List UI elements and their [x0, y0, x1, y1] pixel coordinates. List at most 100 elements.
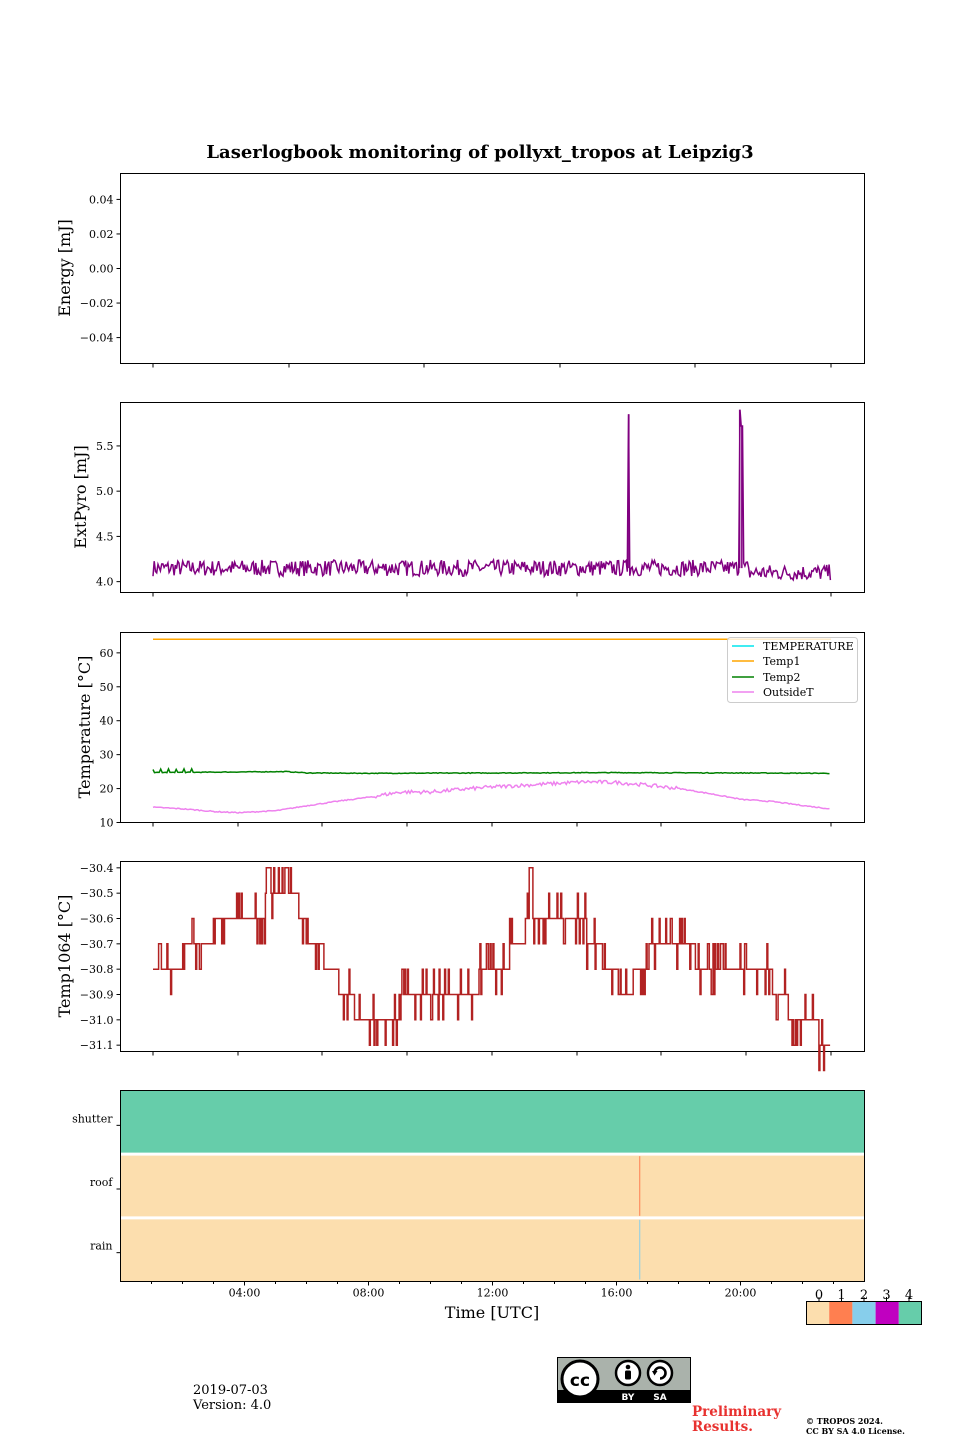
y-tick-label: 0.04	[89, 193, 114, 206]
energy-x-ticks	[152, 363, 832, 368]
y-tick-label: −30.5	[80, 887, 114, 900]
temperature-panel: 10 20 30 40 50 60 Temperature [°C] TEMPERATUR…	[75, 632, 865, 830]
temperature-legend: TEMPERATURE Temp1 Temp2 OutsideT	[727, 637, 858, 703]
y-tick-label: 4.0	[96, 576, 114, 589]
legend-label-temp1: Temp1	[763, 655, 800, 668]
colorbar-swatch-1	[829, 1301, 853, 1325]
y-tick-label: −30.4	[80, 862, 114, 875]
colorbar-label-1: 1	[837, 1288, 845, 1303]
y-tick-label: 4.5	[96, 530, 114, 543]
y-tick-label: −0.04	[80, 332, 114, 345]
x-axis-label: Time [UTC]	[445, 1303, 539, 1322]
x-tick-label: 16:00	[601, 1287, 633, 1300]
temperature-line-temp2	[152, 766, 830, 775]
extpyro-y-ticks: 4.0 4.5 5.0 5.5	[96, 440, 121, 589]
extpyro-panel: 4.0 4.5 5.0 5.5 ExtPyro [mJ]	[71, 402, 865, 597]
temp1064-y-label: Temp1064 [°C]	[55, 895, 74, 1018]
temperature-x-ticks	[152, 822, 832, 827]
x-tick-label: 08:00	[353, 1287, 385, 1300]
temperature-y-label: Temperature [°C]	[75, 656, 94, 799]
cc-icon	[560, 1359, 600, 1399]
energy-plot-area	[120, 173, 865, 364]
y-tick-label: 60	[100, 647, 114, 660]
legend-label-temperature: TEMPERATURE	[763, 640, 854, 653]
energy-y-label: Energy [mJ]	[55, 219, 74, 317]
status-x-ticks: 04:00 08:00 12:00 16:00 20:00	[151, 1281, 834, 1300]
y-tick-label: −30.6	[80, 913, 114, 926]
temp1064-panel: −30.4 −30.5 −30.6 −30.7 −30.8 −30.9 −31.0 −31.1…	[55, 861, 865, 1072]
figure-title: Laserlogbook monitoring of pollyxt_tropo…	[206, 142, 753, 163]
status-panel: shutter roof rain 04:00 08:00 12:00 16:00 20:0…	[72, 1090, 865, 1322]
temp1064-y-ticks: −30.4 −30.5 −30.6 −30.7 −30.8 −30.9 −31.0 −31.1	[80, 862, 121, 1052]
legend-label-outsidet: OutsideT	[763, 686, 814, 699]
colorbar-swatch-3	[875, 1301, 899, 1325]
status-row-label-shutter: shutter	[72, 1112, 113, 1125]
copyright-line-1: © TROPOS 2024.	[806, 1416, 883, 1426]
date-text: 2019-07-03	[193, 1383, 268, 1398]
y-tick-label: −30.7	[80, 938, 114, 951]
colorbar-label-2: 2	[860, 1288, 868, 1303]
y-tick-label: 0.02	[89, 228, 114, 241]
colorbar-swatch-0	[806, 1301, 830, 1325]
cc-label-by: BY	[622, 1393, 635, 1403]
x-tick-label: 04:00	[229, 1287, 261, 1300]
y-tick-label: 0.00	[89, 263, 114, 276]
y-tick-label: 50	[100, 681, 114, 694]
temperature-y-ticks: 10 20 30 40 50 60	[100, 647, 121, 830]
colorbar-frame	[806, 1301, 922, 1325]
y-tick-label: −31.1	[80, 1039, 114, 1052]
version-text: Version: 4.0	[193, 1398, 272, 1413]
status-row-label-roof: roof	[90, 1176, 114, 1189]
by-person-head	[625, 1364, 631, 1370]
status-row-label-rain: rain	[90, 1240, 112, 1253]
colorbar-label-0: 0	[815, 1288, 823, 1303]
copyright-note: © TROPOS 2024. CC BY SA 4.0 License.	[806, 1416, 905, 1436]
status-row-roof	[120, 1154, 865, 1218]
extpyro-x-ticks	[152, 592, 832, 597]
by-person-body	[625, 1370, 631, 1380]
status-row-rain	[120, 1217, 865, 1282]
y-tick-label: −30.9	[80, 989, 114, 1002]
y-tick-label: 40	[100, 715, 114, 728]
y-tick-label: 20	[100, 783, 114, 796]
temperature-line-outsidet	[152, 779, 830, 814]
colorbar-label-3: 3	[882, 1288, 890, 1303]
cc-icon-text: cc	[570, 1371, 590, 1391]
preliminary-results-note: Preliminary Results.	[692, 1405, 781, 1435]
extpyro-plot-area	[120, 402, 865, 593]
y-tick-label: 10	[100, 817, 114, 830]
energy-y-ticks: 0.04 0.02 0.00 −0.02 −0.04	[80, 193, 121, 345]
legend-label-temp2: Temp2	[763, 671, 800, 684]
colorbar-swatch-4	[898, 1301, 922, 1325]
colorbar-swatch-2	[852, 1301, 876, 1325]
sa-arrow-head	[652, 1371, 658, 1376]
y-tick-label: 5.5	[96, 440, 114, 453]
copyright-line-2: CC BY SA 4.0 License.	[806, 1426, 905, 1436]
x-tick-label: 12:00	[477, 1287, 509, 1300]
extpyro-y-label: ExtPyro [mJ]	[71, 445, 90, 548]
y-tick-label: 5.0	[96, 485, 114, 498]
colorbar-label-4: 4	[905, 1288, 913, 1303]
cc-label-sa: SA	[653, 1393, 666, 1403]
y-tick-label: −31.0	[80, 1014, 114, 1027]
cc-by-sa-badge: cc BY SA	[557, 1357, 691, 1403]
y-tick-label: −30.8	[80, 963, 114, 976]
temp1064-line	[153, 867, 831, 1072]
x-tick-label: 20:00	[725, 1287, 757, 1300]
extpyro-series	[152, 409, 832, 582]
preliminary-line-1: Preliminary	[692, 1404, 782, 1420]
temp1064-series	[153, 867, 831, 1072]
status-row-labels: shutter roof rain	[72, 1112, 121, 1254]
sa-arrow-icon	[653, 1366, 667, 1380]
extpyro-line	[152, 409, 832, 582]
temp1064-x-ticks	[152, 1051, 832, 1056]
status-cells	[120, 1090, 865, 1282]
energy-panel: 0.04 0.02 0.00 −0.02 −0.04 Energy [mJ]	[55, 173, 865, 368]
temperature-series	[152, 638, 831, 814]
y-tick-label: −0.02	[80, 297, 114, 310]
y-tick-label: 30	[100, 749, 114, 762]
date-version: 2019-07-03 Version: 4.0	[193, 1383, 271, 1413]
preliminary-line-2: Results.	[692, 1419, 753, 1435]
